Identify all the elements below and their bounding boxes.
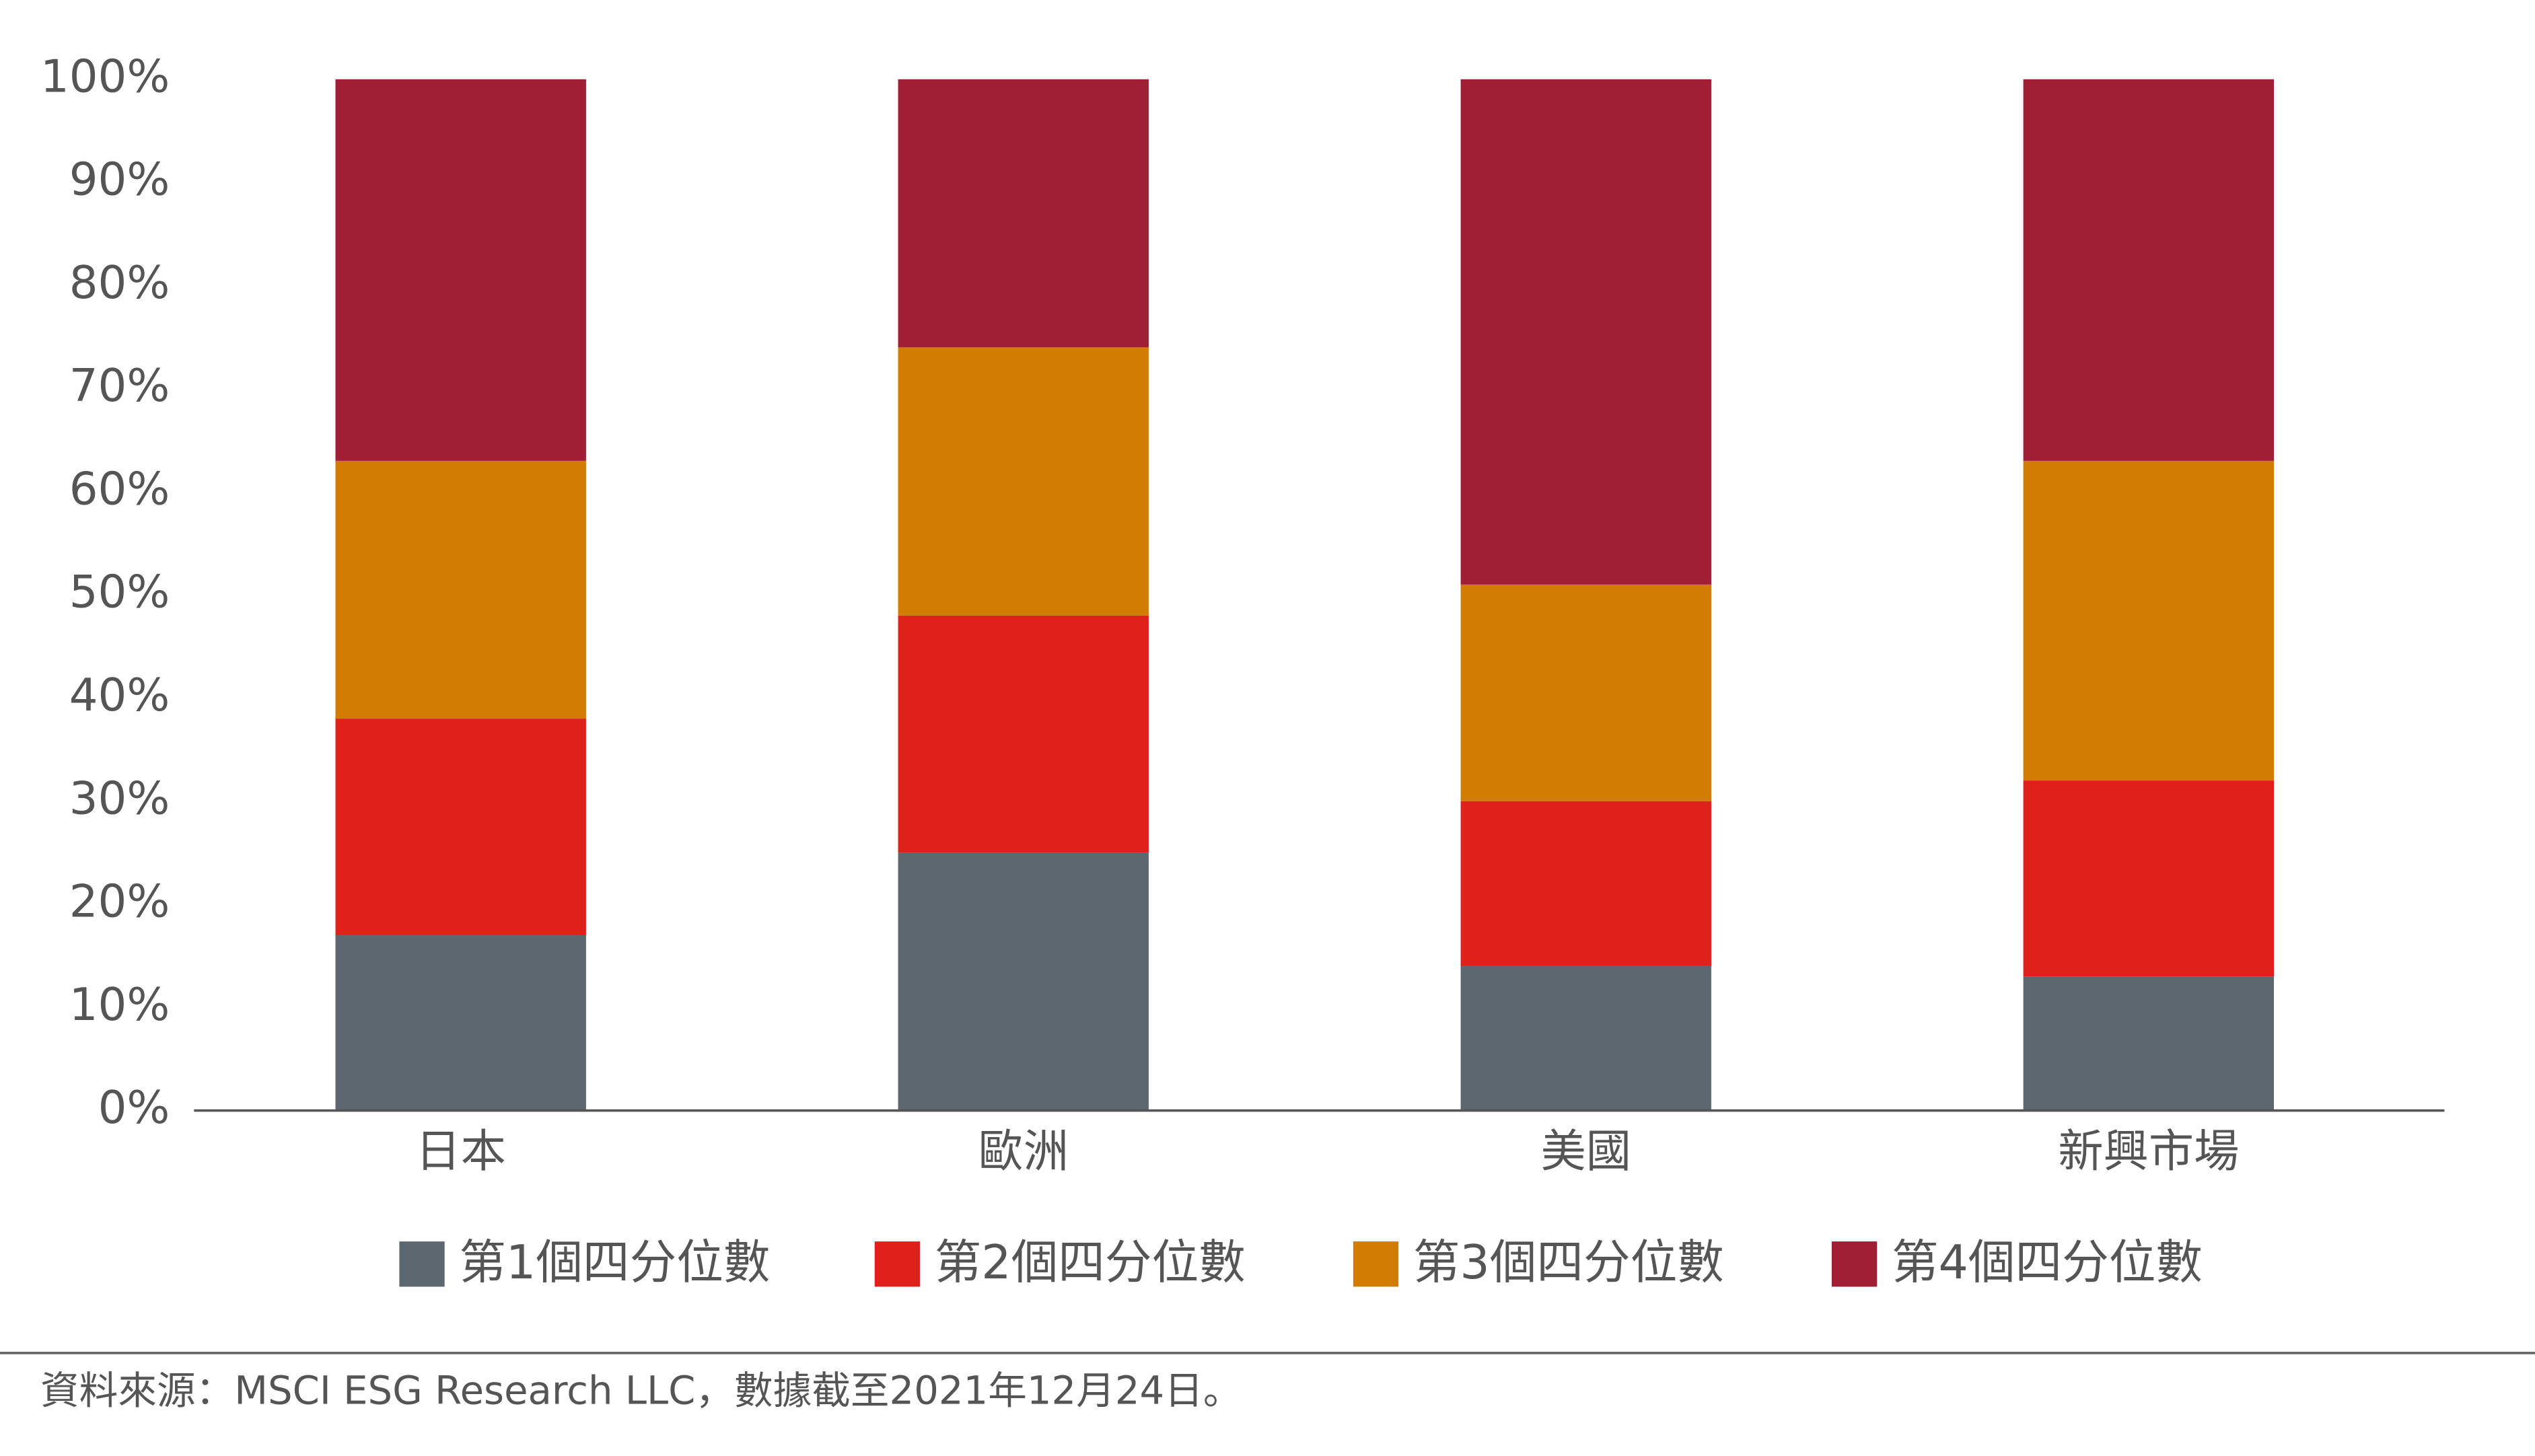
y-tick-label: 20% [69, 875, 170, 928]
x-tick-label: 歐洲 [978, 1125, 1069, 1177]
bar-segment [1460, 79, 1711, 585]
y-tick-label: 40% [69, 669, 170, 721]
x-tick-label: 日本 [415, 1125, 506, 1177]
y-tick-label: 70% [69, 359, 170, 412]
legend-label: 第1個四分位數 [459, 1235, 770, 1290]
legend-swatch [399, 1241, 445, 1287]
bar-segment [335, 719, 586, 935]
y-tick-label: 90% [69, 153, 170, 206]
bar-segment [898, 615, 1149, 853]
bar-segment [898, 79, 1149, 348]
bar-segment [2023, 79, 2275, 461]
y-tick-label: 80% [69, 256, 170, 309]
bar-segment [1460, 801, 1711, 966]
y-tick-label: 10% [69, 978, 170, 1031]
bar-segment [1460, 584, 1711, 801]
x-tick-label: 新興市場 [2058, 1125, 2239, 1177]
legend-label: 第4個四分位數 [1892, 1235, 2203, 1290]
y-tick-label: 50% [69, 566, 170, 618]
legend-label: 第3個四分位數 [1413, 1235, 1724, 1290]
legend-label: 第2個四分位數 [935, 1235, 1246, 1290]
bar-segment [335, 935, 586, 1111]
x-tick-label: 美國 [1541, 1125, 1632, 1177]
bar-segment [335, 460, 586, 719]
bar-segment [2023, 976, 2275, 1111]
legend-swatch [874, 1241, 920, 1287]
y-tick-label: 0% [98, 1081, 170, 1134]
y-tick-label: 60% [69, 462, 170, 515]
legend-swatch [1353, 1241, 1399, 1287]
source-note: 資料來源：MSCI ESG Research LLC，數據截至2021年12月2… [40, 1368, 1242, 1414]
bar-segment [2023, 780, 2275, 977]
bar-segment [335, 79, 586, 461]
bar-segment [898, 852, 1149, 1111]
bar-segment [1460, 966, 1711, 1111]
y-tick-label: 30% [69, 772, 170, 824]
y-tick-label: 100% [40, 50, 170, 102]
legend-swatch [1831, 1241, 1878, 1287]
bar-segment [2023, 460, 2275, 781]
bar-segment [898, 347, 1149, 616]
